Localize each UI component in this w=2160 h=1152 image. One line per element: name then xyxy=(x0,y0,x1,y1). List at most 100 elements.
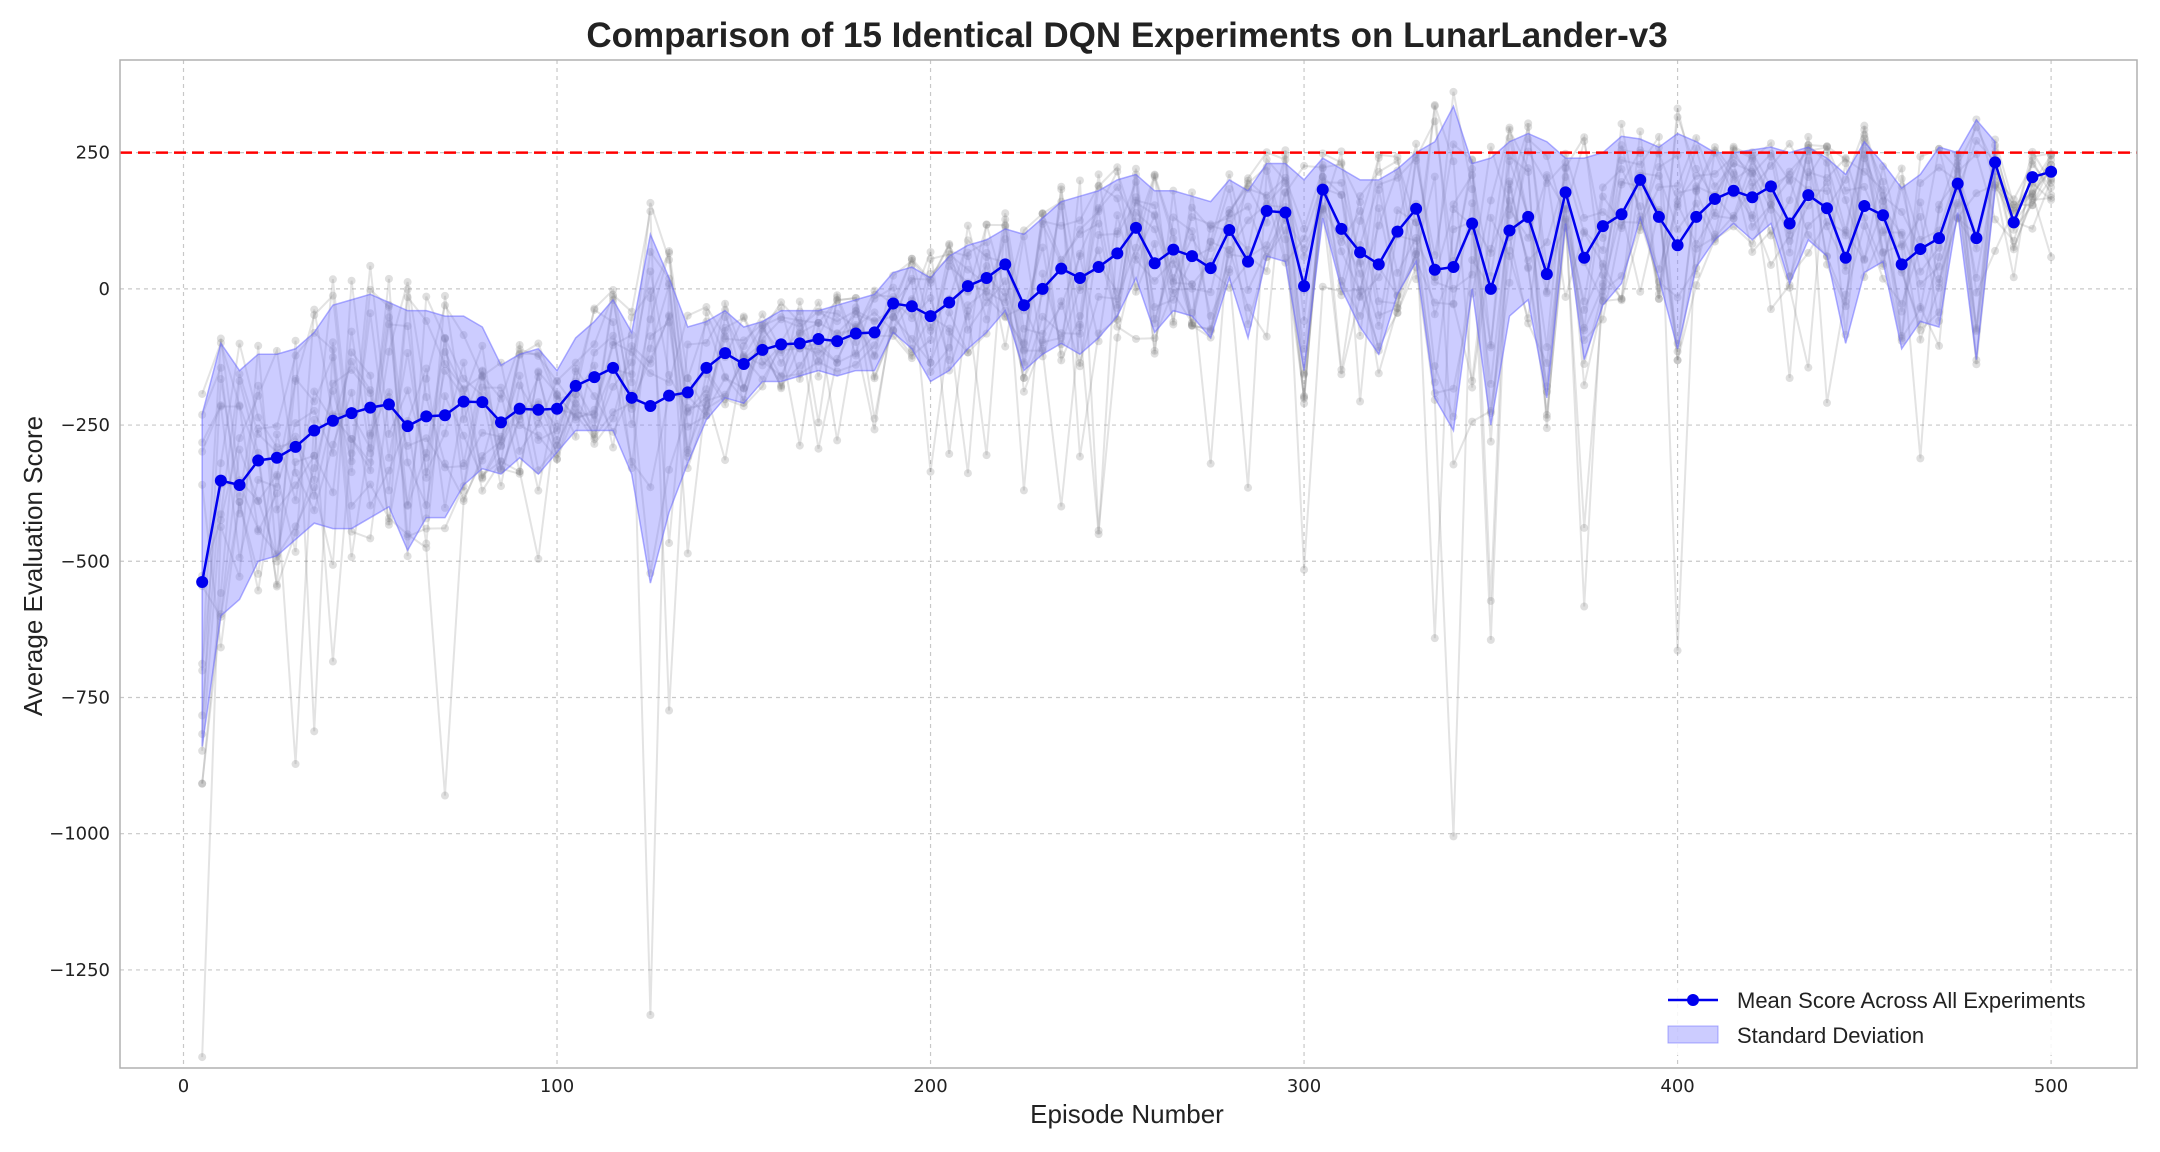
experiment-run-point xyxy=(1822,142,1831,151)
experiment-run-point xyxy=(1113,163,1122,172)
experiment-run-point xyxy=(235,497,244,506)
experiment-run-point xyxy=(496,432,505,441)
experiment-run-point xyxy=(777,298,786,307)
experiment-run-point xyxy=(2028,193,2037,202)
experiment-run-point xyxy=(945,355,954,364)
experiment-run-point xyxy=(347,553,356,562)
experiment-run-point xyxy=(1916,279,1925,288)
experiment-run-point xyxy=(291,547,300,556)
experiment-run-point xyxy=(1598,233,1607,242)
experiment-run-point xyxy=(198,779,207,788)
experiment-run-point xyxy=(665,318,674,327)
legend: Mean Score Across All Experiments Standa… xyxy=(1660,983,2126,1055)
experiment-run-point xyxy=(1804,156,1813,165)
experiment-run-point xyxy=(534,372,543,381)
experiment-run-point xyxy=(328,440,337,449)
experiment-run-point xyxy=(665,371,674,380)
experiment-run-point xyxy=(1860,213,1869,222)
experiment-run-point xyxy=(459,358,468,367)
experiment-run-point xyxy=(758,327,767,336)
mean-series-point xyxy=(233,478,246,491)
experiment-run-point xyxy=(496,437,505,446)
experiment-run-point xyxy=(403,500,412,509)
experiment-run-point xyxy=(1673,356,1682,365)
experiment-run-point xyxy=(851,310,860,319)
experiment-run-point xyxy=(1692,171,1701,180)
experiment-run-point xyxy=(347,434,356,443)
experiment-run-point xyxy=(534,367,543,376)
experiment-run-point xyxy=(422,364,431,373)
experiment-run-point xyxy=(310,727,319,736)
experiment-run-point xyxy=(889,313,898,322)
experiment-run-point xyxy=(1617,156,1626,165)
experiment-run-point xyxy=(1001,221,1010,230)
experiment-run-point xyxy=(310,451,319,460)
experiment-run-point xyxy=(1692,281,1701,290)
experiment-run-point xyxy=(1356,216,1365,225)
experiment-run-point xyxy=(1094,230,1103,239)
experiment-run-point xyxy=(1075,176,1084,185)
experiment-run-point xyxy=(1019,387,1028,396)
experiment-run-point xyxy=(1673,200,1682,209)
experiment-run-point xyxy=(1318,149,1327,158)
experiment-run-point xyxy=(1897,174,1906,183)
experiment-run-point xyxy=(1822,398,1831,407)
experiment-run-point xyxy=(1169,317,1178,326)
experiment-run-point xyxy=(384,320,393,329)
experiment-run-point xyxy=(1449,200,1458,209)
experiment-run-point xyxy=(1187,319,1196,328)
experiment-run-point xyxy=(1374,297,1383,306)
experiment-run-point xyxy=(515,467,524,476)
experiment-run-point xyxy=(272,443,281,452)
experiment-run-point xyxy=(1244,202,1253,211)
experiment-run-point xyxy=(1692,187,1701,196)
experiment-run-point xyxy=(1169,273,1178,282)
experiment-run-point xyxy=(1692,164,1701,173)
experiment-run-point xyxy=(1150,239,1159,248)
experiment-run-point xyxy=(963,325,972,334)
experiment-run-point xyxy=(870,414,879,423)
experiment-run-point xyxy=(945,247,954,256)
experiment-run-point xyxy=(496,394,505,403)
experiment-run-point xyxy=(1187,203,1196,212)
experiment-run-point xyxy=(1075,230,1084,239)
experiment-run-point xyxy=(366,389,375,398)
experiment-run-point xyxy=(571,358,580,367)
experiment-run-point xyxy=(2028,201,2037,210)
experiment-run-point xyxy=(1281,173,1290,182)
experiment-run-point xyxy=(366,431,375,440)
experiment-run-point xyxy=(1654,290,1663,299)
experiment-run-point xyxy=(235,497,244,506)
experiment-run-point xyxy=(1673,113,1682,122)
experiment-run-point xyxy=(1879,248,1888,257)
experiment-run-point xyxy=(1879,226,1888,235)
mean-series-point xyxy=(999,258,1012,271)
experiment-run-point xyxy=(870,308,879,317)
experiment-run-point xyxy=(515,381,524,390)
experiment-run-point xyxy=(2028,196,2037,205)
experiment-run-point xyxy=(534,436,543,445)
experiment-run-point xyxy=(739,336,748,345)
experiment-run-point xyxy=(1393,304,1402,313)
experiment-run-point xyxy=(702,303,711,312)
experiment-run-point xyxy=(1692,184,1701,193)
legend-box xyxy=(1660,983,2126,1055)
experiment-run-point xyxy=(1356,285,1365,294)
experiment-run-point xyxy=(459,374,468,383)
experiment-run-point xyxy=(1019,373,1028,382)
experiment-run-point xyxy=(272,582,281,591)
experiment-run-point xyxy=(702,390,711,399)
experiment-run-point xyxy=(2028,189,2037,198)
experiment-run-point xyxy=(1505,133,1514,142)
experiment-run-point xyxy=(1169,288,1178,297)
experiment-run-point xyxy=(870,425,879,434)
experiment-run-point xyxy=(1505,211,1514,220)
experiment-run-point xyxy=(1019,340,1028,349)
mean-series-point xyxy=(1391,225,1404,238)
experiment-run-point xyxy=(1001,215,1010,224)
mean-series-point xyxy=(681,386,694,399)
experiment-run-point xyxy=(1131,255,1140,264)
experiment-run-point xyxy=(1991,246,2000,255)
experiment-run-line xyxy=(201,133,2053,671)
mean-series-point xyxy=(1578,251,1591,264)
